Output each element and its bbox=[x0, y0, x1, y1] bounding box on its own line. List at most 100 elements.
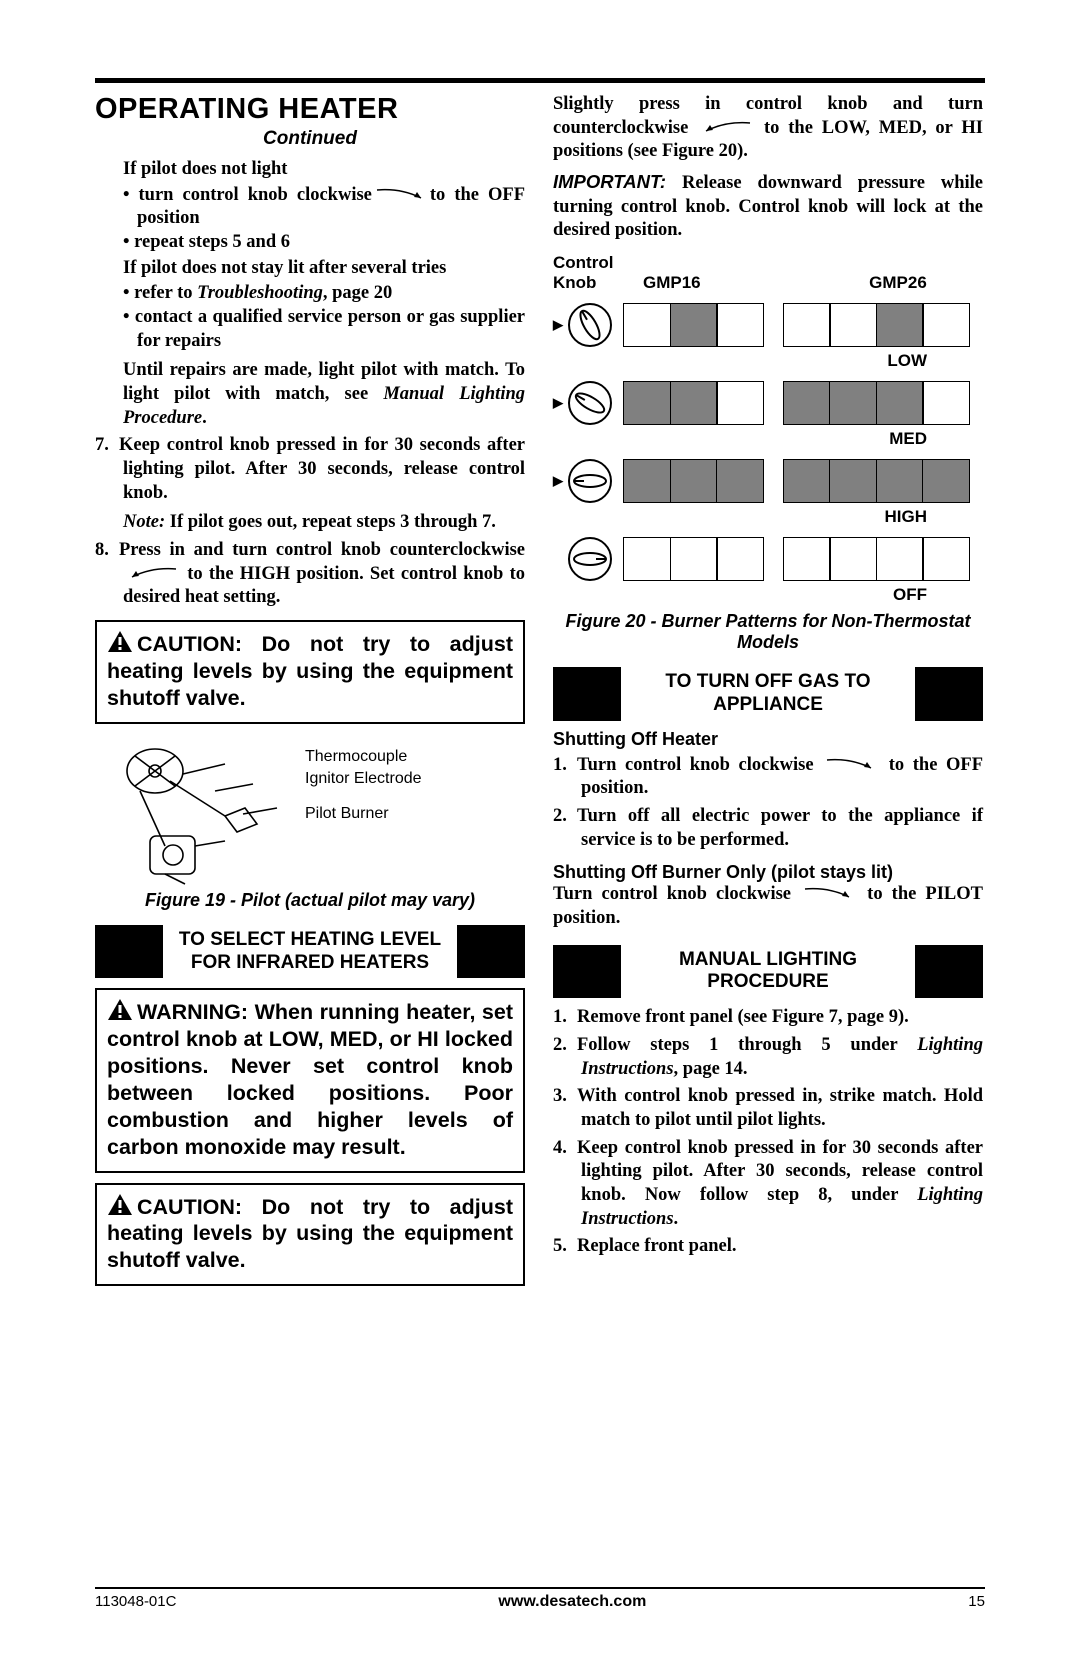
label-thermocouple: Thermocouple bbox=[305, 746, 422, 768]
left-column: OPERATING HEATER Continued If pilot does… bbox=[95, 93, 525, 1286]
pattern-cell bbox=[716, 537, 764, 581]
control-knob-icon bbox=[566, 457, 614, 505]
manual-lighting-list: 1.Remove front panel (see Figure 7, page… bbox=[553, 1006, 983, 1259]
pattern-cell bbox=[829, 303, 877, 347]
pattern-cell bbox=[876, 381, 924, 425]
ml-4: 4.Keep control knob pressed in for 30 se… bbox=[553, 1137, 983, 1232]
pilot-not-stay: If pilot does not stay lit after several… bbox=[95, 257, 525, 281]
pattern-cell bbox=[922, 537, 970, 581]
caution-box-1: CAUTION: Do not try to adjust heating le… bbox=[95, 620, 525, 724]
band-select-heating: TO SELECT HEATING LEVEL FOR INFRARED HEA… bbox=[95, 925, 525, 979]
figure-20-diagram: Control Knob GMP16 GMP26 ▶LOW▶MED▶HIGH▶O… bbox=[553, 253, 983, 605]
footer-rule bbox=[95, 1587, 985, 1589]
pattern-cell bbox=[829, 537, 877, 581]
band-text: TO TURN OFF GAS TO APPLIANCE bbox=[621, 667, 915, 721]
warning-triangle-icon bbox=[107, 1193, 133, 1217]
pattern-row-high: ▶ bbox=[553, 457, 983, 505]
pattern-cell bbox=[783, 459, 831, 503]
pattern-rows: ▶LOW▶MED▶HIGH▶OFF bbox=[553, 301, 983, 605]
caution-box-2: CAUTION: Do not try to adjust heating le… bbox=[95, 1183, 525, 1287]
pattern-cell bbox=[922, 459, 970, 503]
control-knob-icon bbox=[566, 301, 614, 349]
hdr-gmp16: GMP16 bbox=[643, 273, 813, 293]
pilot-not-light: If pilot does not light bbox=[95, 158, 525, 182]
sub-shutting-off-heater: Shutting Off Heater bbox=[553, 729, 983, 750]
warning-box: WARNING: When running heater, set contro… bbox=[95, 988, 525, 1172]
band-bar-right bbox=[915, 945, 983, 999]
pattern-cell bbox=[716, 303, 764, 347]
pattern-cell bbox=[623, 459, 671, 503]
counterclockwise-arrow-icon bbox=[126, 567, 178, 581]
control-knob-icon bbox=[566, 379, 614, 427]
diagram-header: Control bbox=[553, 253, 983, 273]
important-para: IMPORTANT: Release downward pressure whi… bbox=[553, 170, 983, 243]
counterclockwise-arrow-icon bbox=[700, 121, 752, 135]
right-column: Slightly press in control knob and turn … bbox=[553, 93, 983, 1286]
pattern-cell bbox=[829, 381, 877, 425]
footer-row: 113048-01C www.desatech.com 15 bbox=[95, 1593, 985, 1611]
pattern-label-off: OFF bbox=[553, 585, 983, 605]
page-title: OPERATING HEATER bbox=[95, 93, 525, 126]
pilot-illustration-icon bbox=[95, 736, 305, 886]
band-bar-right bbox=[915, 667, 983, 721]
ml-3: 3.With control knob pressed in, strike m… bbox=[553, 1085, 983, 1132]
pattern-row-low: ▶ bbox=[553, 301, 983, 349]
hdr-gmp26: GMP26 bbox=[813, 273, 983, 293]
knob-cell: ▶ bbox=[553, 379, 623, 427]
pattern-cell bbox=[670, 537, 718, 581]
figure-20-caption: Figure 20 - Burner Patterns for Non-Ther… bbox=[553, 611, 983, 653]
pattern-grid bbox=[623, 537, 970, 581]
row-pointer-icon: ▶ bbox=[553, 473, 563, 489]
pattern-cell bbox=[876, 537, 924, 581]
numbered-steps-left-2: 8.Press in and turn control knob counter… bbox=[95, 539, 525, 610]
clockwise-arrow-icon bbox=[803, 887, 855, 901]
pattern-grid bbox=[623, 303, 970, 347]
ml-1: 1.Remove front panel (see Figure 7, page… bbox=[553, 1006, 983, 1030]
band-bar-left bbox=[553, 667, 621, 721]
pattern-cell bbox=[623, 303, 671, 347]
label-pilot-burner: Pilot Burner bbox=[305, 803, 422, 825]
band-turn-off: TO TURN OFF GAS TO APPLIANCE bbox=[553, 667, 983, 721]
two-column-layout: OPERATING HEATER Continued If pilot does… bbox=[95, 93, 985, 1286]
shutoff-list: 1.Turn control knob clockwise to the OFF… bbox=[553, 754, 983, 853]
bullets-2: refer to Troubleshooting, page 20 contac… bbox=[95, 282, 525, 353]
pattern-grid bbox=[623, 459, 970, 503]
row-pointer-icon: ▶ bbox=[553, 317, 563, 333]
control-knob-icon bbox=[566, 535, 614, 583]
pattern-cell bbox=[716, 459, 764, 503]
pattern-row-off: ▶ bbox=[553, 535, 983, 583]
pattern-cell bbox=[670, 303, 718, 347]
pattern-cell bbox=[670, 459, 718, 503]
clockwise-arrow-icon bbox=[375, 188, 427, 202]
warning-triangle-icon bbox=[107, 630, 133, 654]
pattern-cell bbox=[716, 381, 764, 425]
pattern-cell bbox=[829, 459, 877, 503]
step-7: 7.Keep control knob pressed in for 30 se… bbox=[95, 434, 525, 505]
shutoff-1: 1.Turn control knob clockwise to the OFF… bbox=[553, 754, 983, 801]
page-footer: 113048-01C www.desatech.com 15 bbox=[95, 1587, 985, 1611]
bullet-repeat: repeat steps 5 and 6 bbox=[123, 231, 525, 255]
pattern-cell bbox=[783, 303, 831, 347]
band-bar-left bbox=[95, 925, 163, 979]
footer-url: www.desatech.com bbox=[498, 1593, 646, 1611]
pilot-labels: Thermocouple Ignitor Electrode Pilot Bur… bbox=[305, 736, 422, 886]
bullet-troubleshooting: refer to Troubleshooting, page 20 bbox=[123, 282, 525, 306]
knob-cell: ▶ bbox=[553, 301, 623, 349]
clockwise-arrow-icon bbox=[825, 758, 877, 772]
pattern-cell bbox=[623, 381, 671, 425]
bullet-turn-off: turn control knob clockwiseto the OFF po… bbox=[123, 184, 525, 231]
figure-19: Thermocouple Ignitor Electrode Pilot Bur… bbox=[95, 736, 525, 886]
step-8: 8.Press in and turn control knob counter… bbox=[95, 539, 525, 610]
pattern-label-low: LOW bbox=[553, 351, 983, 371]
bullet-contact: contact a qualified service person or ga… bbox=[123, 306, 525, 353]
label-ignitor: Ignitor Electrode bbox=[305, 768, 422, 790]
band-text: TO SELECT HEATING LEVEL FOR INFRARED HEA… bbox=[163, 925, 457, 979]
until-repairs: Until repairs are made, light pilot with… bbox=[95, 359, 525, 430]
pattern-cell bbox=[922, 303, 970, 347]
band-bar-left bbox=[553, 945, 621, 999]
sub-shutting-burner: Shutting Off Burner Only (pilot stays li… bbox=[553, 862, 983, 883]
row-pointer-icon: ▶ bbox=[553, 395, 563, 411]
hdr-control: Control bbox=[553, 253, 643, 273]
ml-2: 2.Follow steps 1 through 5 under Lightin… bbox=[553, 1034, 983, 1081]
diagram-header-2: Knob GMP16 GMP26 bbox=[553, 273, 983, 293]
